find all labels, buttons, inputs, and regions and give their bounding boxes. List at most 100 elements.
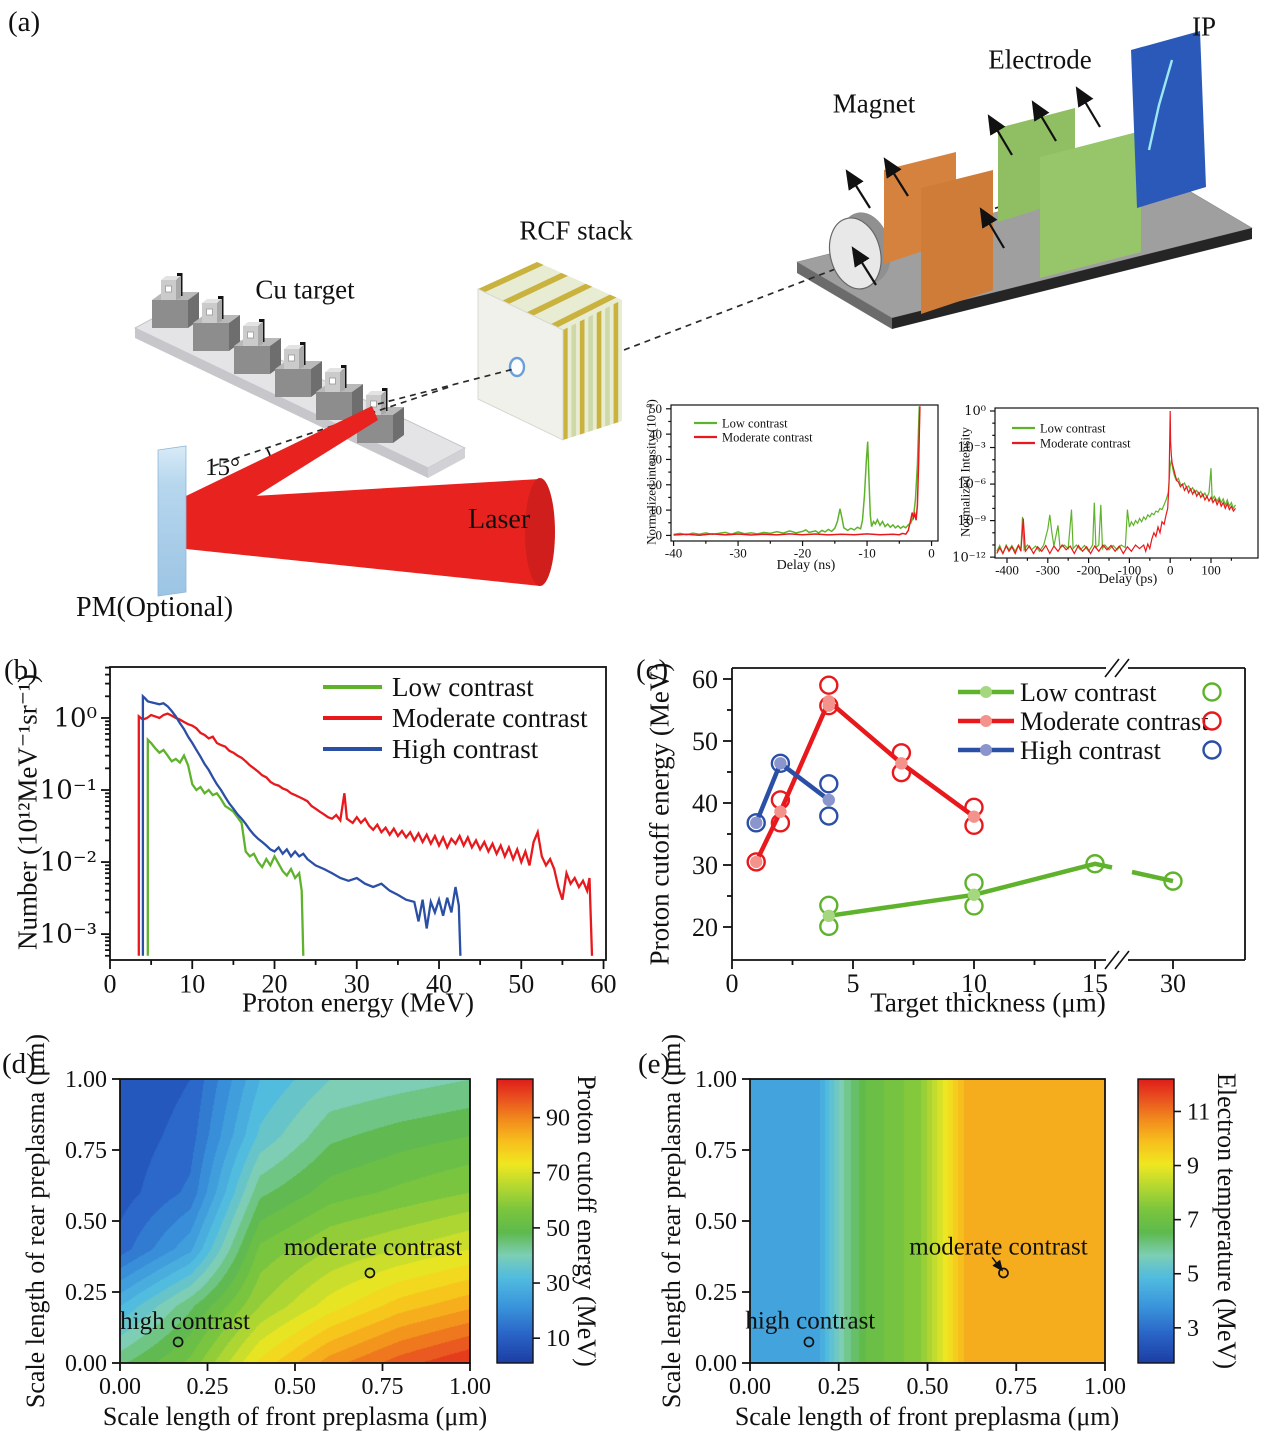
- magnet-label: Magnet: [832, 88, 916, 119]
- rcf-stack-label: RCF stack: [519, 215, 633, 246]
- svg-text:10⁰: 10⁰: [964, 404, 986, 419]
- image-plate: [1131, 31, 1206, 208]
- svg-text:0: 0: [928, 546, 935, 561]
- annotation-marker: [998, 1267, 1009, 1279]
- chart-e: 0.00 0.25 0.50 0.75 1.00 0.00 0.25 0.50 0.75 1.00…: [695, 1067, 1210, 1400]
- svg-text:0.50: 0.50: [274, 1374, 316, 1400]
- svg-text:0.50: 0.50: [695, 1209, 737, 1235]
- plasma-mirror: [157, 445, 187, 597]
- legend-label: Low contrast: [722, 416, 788, 430]
- colorbar-d-canvas: [497, 1079, 533, 1363]
- svg-text:10⁻⁹: 10⁻⁹: [957, 514, 986, 529]
- svg-text:11: 11: [1187, 1099, 1210, 1125]
- inset-ns-xlabel: Delay (ns): [776, 558, 836, 573]
- field-arrows: [845, 86, 1101, 286]
- colorbar-frame: [496, 1078, 534, 1364]
- svg-text:10⁻¹: 10⁻¹: [40, 775, 97, 805]
- open-marker: [819, 675, 839, 695]
- annotation-marker: [172, 1336, 184, 1348]
- filled-marker: [774, 805, 787, 818]
- filled-marker: [822, 699, 835, 712]
- legend-label: High contrast: [392, 734, 539, 764]
- svg-text:7: 7: [1187, 1208, 1199, 1234]
- inset-ps-xlabel: Delay (ps): [1098, 572, 1158, 587]
- panel-d-ylabel: Scale length of rear preplasma (μm): [21, 1033, 50, 1409]
- svg-text:0.25: 0.25: [65, 1280, 107, 1306]
- svg-text:5: 5: [847, 969, 860, 998]
- annotation-text: high contrast: [120, 1308, 250, 1335]
- svg-text:10: 10: [179, 969, 205, 998]
- svg-text:-30: -30: [729, 546, 746, 561]
- svg-text:10⁻⁶: 10⁻⁶: [957, 477, 986, 492]
- svg-text:0: 0: [726, 969, 739, 998]
- annotation-text: moderate contrast: [284, 1234, 462, 1261]
- svg-text:40: 40: [426, 969, 452, 998]
- svg-text:10: 10: [649, 502, 662, 517]
- legend-label: Moderate contrast: [1020, 707, 1209, 736]
- setup-diagram: [133, 31, 1253, 597]
- svg-text:-20: -20: [794, 546, 811, 561]
- chart-a-inset-ps: -400 -300 -200 -100 0 100 10⁰ 10⁻³ 10⁻⁶ 10⁻⁹ 10⁻¹²…: [952, 404, 1259, 578]
- laser-beam: [186, 406, 555, 586]
- colorbar-e-canvas: [1138, 1079, 1174, 1363]
- panel-c-letter: (c): [636, 654, 669, 686]
- svg-text:3: 3: [1187, 1316, 1199, 1342]
- series-high-contrast: [746, 753, 839, 833]
- filled-marker: [822, 909, 835, 923]
- open-marker: [746, 813, 766, 833]
- panel-a-letter: (a): [8, 6, 41, 38]
- chart-b: 0 10 20 30 40 50 60 10⁰ 10⁻¹ 10⁻² 10⁻³ Low contrast…: [40, 666, 617, 998]
- svg-text:0: 0: [104, 969, 117, 998]
- cu-target-holder: [316, 365, 363, 420]
- heatmap-e-canvas: [750, 1079, 1105, 1363]
- svg-text:0.00: 0.00: [99, 1374, 141, 1400]
- ip-trace: [1147, 59, 1174, 151]
- magnet-plates: [884, 152, 993, 314]
- svg-text:90: 90: [546, 1106, 570, 1132]
- annotation-text: moderate contrast: [909, 1234, 1087, 1261]
- curve-moderate-contrast: [673, 406, 921, 536]
- svg-text:1.00: 1.00: [65, 1067, 107, 1093]
- incidence-angle-label: 15°: [205, 454, 240, 481]
- annotation-text: high contrast: [745, 1307, 875, 1334]
- colorbar-frame: [1137, 1078, 1175, 1364]
- curve-low-contrast: [996, 459, 1237, 556]
- svg-text:20: 20: [692, 913, 718, 942]
- svg-text:1.00: 1.00: [1084, 1374, 1126, 1400]
- svg-text:0.25: 0.25: [818, 1374, 860, 1400]
- legend-dot: [980, 686, 992, 698]
- svg-text:-10: -10: [858, 546, 875, 561]
- chart-a-inset-ns: -40 -30 -20 -10 0 0 10 20 30 40 50 Low contrastMode…: [649, 401, 939, 561]
- legend-label: Moderate contrast: [722, 430, 813, 444]
- legend-label: Moderate contrast: [1040, 436, 1131, 450]
- svg-text:-200: -200: [1077, 563, 1101, 578]
- ip-label: IP: [1191, 11, 1217, 42]
- svg-text:50: 50: [649, 401, 662, 416]
- svg-text:10: 10: [546, 1326, 570, 1352]
- svg-text:0.25: 0.25: [187, 1374, 229, 1400]
- inset-ns-ylabel: Normalized intensity (10⁻⁸): [643, 399, 659, 545]
- svg-text:60: 60: [591, 969, 617, 998]
- cu-target-holder: [275, 342, 322, 397]
- filled-marker: [967, 810, 981, 823]
- rcf-pinhole: [508, 356, 526, 378]
- svg-text:1.00: 1.00: [695, 1067, 737, 1093]
- panel-b-ylabel: Number (10¹²MeV⁻¹sr⁻¹): [12, 673, 43, 951]
- curve-low-contrast: [673, 406, 921, 536]
- panel-b-letter: (b): [4, 654, 38, 686]
- svg-text:0.75: 0.75: [695, 1138, 737, 1164]
- svg-text:0: 0: [1167, 563, 1174, 578]
- axes-frame: [670, 404, 939, 542]
- svg-text:0.00: 0.00: [695, 1351, 737, 1377]
- svg-text:30: 30: [649, 452, 662, 467]
- axes-frame: [109, 666, 607, 961]
- cu-target-holder: [193, 296, 240, 351]
- open-marker: [819, 806, 839, 826]
- pm-label: PM(Optional): [76, 592, 234, 623]
- open-marker: [1085, 854, 1105, 874]
- inset-ps-ylabel: Normalized Intensity: [957, 426, 973, 538]
- legend-open-marker: [1202, 682, 1222, 702]
- curve-high-contrast: [141, 693, 462, 956]
- panel-e-letter: (e): [638, 1048, 671, 1080]
